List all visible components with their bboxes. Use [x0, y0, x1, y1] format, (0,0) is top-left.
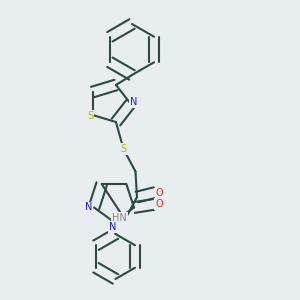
- Text: S: S: [120, 144, 127, 154]
- Text: O: O: [156, 188, 163, 197]
- Text: N: N: [109, 222, 116, 233]
- Text: N: N: [85, 202, 92, 212]
- Text: N: N: [130, 97, 138, 107]
- Text: S: S: [87, 112, 93, 122]
- Text: O: O: [155, 199, 163, 208]
- Text: HN: HN: [112, 213, 127, 223]
